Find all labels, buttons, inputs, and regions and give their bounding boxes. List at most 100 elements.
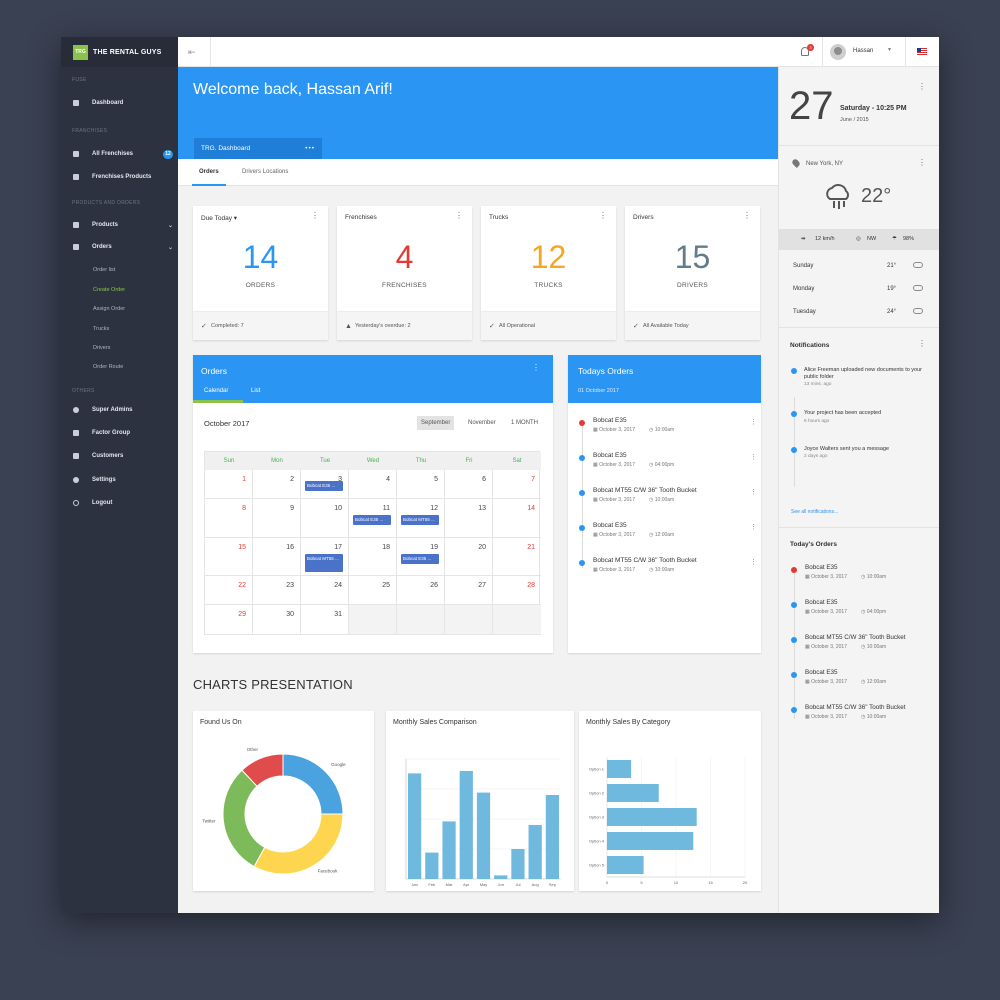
stat-title[interactable]: Due Today ▾ bbox=[201, 215, 238, 222]
next-month-button[interactable]: November bbox=[468, 420, 496, 426]
more-vertical-icon[interactable]: ⋮ bbox=[918, 158, 926, 167]
list-item[interactable]: Bobcat E35 ▦ October 3, 2017 ◷ 12:00am bbox=[790, 669, 939, 703]
calendar-day-cell[interactable]: 28 bbox=[493, 576, 541, 605]
calendar-day-cell[interactable]: 21 bbox=[493, 538, 541, 576]
more-vertical-icon[interactable]: ⋮ bbox=[918, 82, 926, 91]
calendar-day-cell[interactable]: 5 bbox=[397, 470, 445, 499]
see-all-notifications-link[interactable]: See all notifications... bbox=[791, 509, 839, 515]
calendar-day-cell[interactable]: 18 bbox=[349, 538, 397, 576]
bell-icon[interactable] bbox=[801, 47, 809, 56]
tab-orders[interactable]: Orders bbox=[199, 169, 219, 175]
more-vertical-icon[interactable]: ⋮ bbox=[750, 524, 757, 531]
submenu-drivers[interactable]: Drivers bbox=[93, 345, 111, 351]
calendar-day-number: 29 bbox=[238, 611, 246, 618]
calendar-day-cell[interactable]: 10 bbox=[301, 499, 349, 538]
calendar-day-cell[interactable]: 27 bbox=[445, 576, 493, 605]
calendar-day-cell[interactable]: 12 Bobcat MT55 ... bbox=[397, 499, 445, 538]
dashboard-selector[interactable]: TRG. Dashboard ••• bbox=[194, 138, 322, 159]
sidebar-item-all-franchises[interactable]: All Frenchises 12 bbox=[73, 148, 173, 160]
more-icon[interactable]: ••• bbox=[305, 145, 315, 152]
submenu-create-order[interactable]: Create Order bbox=[93, 287, 126, 293]
calendar-day-cell[interactable]: 8 bbox=[205, 499, 253, 538]
calendar-event[interactable]: Bobcat E35 ... bbox=[353, 515, 391, 525]
list-item[interactable]: Bobcat E35 ▦ October 3, 2017 ◷ 10:00am ⋮ bbox=[578, 417, 758, 451]
more-vertical-icon[interactable]: ⋮ bbox=[743, 211, 751, 220]
sidebar-item-super-admins[interactable]: Super Admins bbox=[73, 404, 173, 416]
calendar-event[interactable]: Bobcat E35 ... bbox=[305, 481, 343, 491]
list-item[interactable]: Bobcat E35 ▦ October 3, 2017 ◷ 04:00pm bbox=[790, 599, 939, 633]
calendar-day-cell[interactable]: 6 bbox=[445, 470, 493, 499]
list-item[interactable]: Bobcat MT55 C/W 36" Tooth Bucket ▦ Octobe… bbox=[578, 487, 758, 521]
sidebar-item-dashboard[interactable]: Dashboard bbox=[73, 97, 173, 109]
caret-down-icon[interactable]: ▼ bbox=[887, 47, 892, 53]
calendar-day-cell[interactable] bbox=[493, 605, 541, 635]
submenu-trucks[interactable]: Trucks bbox=[93, 326, 110, 332]
view-range-button[interactable]: 1 MONTH bbox=[511, 420, 538, 426]
more-vertical-icon[interactable]: ⋮ bbox=[599, 211, 607, 220]
sidebar-item-customers[interactable]: Customers bbox=[73, 450, 173, 462]
calendar-day-cell[interactable] bbox=[397, 605, 445, 635]
sidebar-item-franchises-products[interactable]: Frenchises Products bbox=[73, 171, 173, 183]
list-item[interactable]: Bobcat MT55 C/W 36" Tooth Bucket ▦ Octobe… bbox=[578, 557, 758, 591]
calendar-day-cell[interactable]: 22 bbox=[205, 576, 253, 605]
list-item[interactable]: Bobcat E35 ▦ October 3, 2017 ◷ 12:00am ⋮ bbox=[578, 522, 758, 556]
more-vertical-icon[interactable]: ⋮ bbox=[918, 339, 926, 348]
tab-list[interactable]: List bbox=[251, 388, 261, 394]
user-name[interactable]: Hassan bbox=[853, 48, 874, 54]
calendar-day-cell[interactable]: 3 Bobcat E35 ... bbox=[301, 470, 349, 499]
calendar-day-cell[interactable]: 14 bbox=[493, 499, 541, 538]
calendar-day-cell[interactable]: 4 bbox=[349, 470, 397, 499]
prev-month-button[interactable]: September bbox=[417, 416, 455, 430]
calendar-day-cell[interactable]: 16 bbox=[253, 538, 301, 576]
calendar-day-cell[interactable]: 30 bbox=[253, 605, 301, 635]
calendar-day-cell[interactable]: 31 bbox=[301, 605, 349, 635]
list-item[interactable]: Bobcat E35 ▦ October 3, 2017 ◷ 10:00am bbox=[790, 564, 939, 598]
submenu-order-list[interactable]: Order list bbox=[93, 267, 116, 273]
calendar-icon: ▦ bbox=[593, 497, 598, 503]
calendar-day-cell[interactable]: 7 bbox=[493, 470, 541, 499]
calendar-day-cell[interactable]: 15 bbox=[205, 538, 253, 576]
more-vertical-icon[interactable]: ⋮ bbox=[311, 211, 319, 220]
more-vertical-icon[interactable]: ⋮ bbox=[455, 211, 463, 220]
more-vertical-icon[interactable]: ⋮ bbox=[532, 363, 540, 372]
list-item[interactable]: Bobcat MT55 C/W 36" Tooth Bucket ▦ Octobe… bbox=[790, 704, 939, 738]
calendar-day-cell[interactable]: 11 Bobcat E35 ... bbox=[349, 499, 397, 538]
calendar-event[interactable]: Bobcat MT55 ... bbox=[401, 515, 439, 525]
sidebar-item-orders[interactable]: Orders ⌄ bbox=[73, 241, 173, 253]
list-item[interactable]: Bobcat MT55 C/W 36" Tooth Bucket ▦ Octobe… bbox=[790, 634, 939, 668]
sidebar-item-factor-group[interactable]: Factor Group bbox=[73, 427, 173, 439]
sidebar-item-settings[interactable]: Settings bbox=[73, 474, 173, 486]
more-vertical-icon[interactable]: ⋮ bbox=[750, 454, 757, 461]
brand[interactable]: TRG THE RENTAL GUYS bbox=[61, 37, 178, 67]
calendar-day-cell[interactable]: 13 bbox=[445, 499, 493, 538]
calendar-day-cell[interactable]: 29 bbox=[205, 605, 253, 635]
calendar-day-cell[interactable]: 19 Bobcat E35 ... bbox=[397, 538, 445, 576]
clock-icon: ◷ bbox=[860, 714, 866, 720]
submenu-order-route[interactable]: Order Route bbox=[93, 364, 124, 370]
list-item[interactable]: Bobcat E35 ▦ October 3, 2017 ◷ 04:00pm ⋮ bbox=[578, 452, 758, 486]
calendar-day-cell[interactable]: 20 bbox=[445, 538, 493, 576]
calendar-day-cell[interactable]: 2 bbox=[253, 470, 301, 499]
calendar-day-cell[interactable]: 24 bbox=[301, 576, 349, 605]
sidebar-item-logout[interactable]: Logout bbox=[73, 497, 173, 509]
more-vertical-icon[interactable]: ⋮ bbox=[750, 419, 757, 426]
calendar-day-cell[interactable]: 25 bbox=[349, 576, 397, 605]
submenu-assign-order[interactable]: Assign Order bbox=[93, 306, 126, 312]
avatar[interactable] bbox=[830, 44, 846, 60]
calendar-day-cell[interactable]: 17 Bobcat MT55 ... bbox=[301, 538, 349, 576]
calendar-day-cell[interactable]: 9 bbox=[253, 499, 301, 538]
more-vertical-icon[interactable]: ⋮ bbox=[750, 489, 757, 496]
calendar-day-cell[interactable] bbox=[349, 605, 397, 635]
calendar-event[interactable]: Bobcat MT55 ... bbox=[305, 554, 343, 572]
calendar-event[interactable]: Bobcat E35 ... bbox=[401, 554, 439, 564]
calendar-day-cell[interactable]: 26 bbox=[397, 576, 445, 605]
collapse-menu-icon[interactable]: ⇤ bbox=[188, 47, 196, 57]
sidebar-item-products[interactable]: Products ⌄ bbox=[73, 219, 173, 231]
tab-calendar[interactable]: Calendar bbox=[204, 388, 229, 394]
calendar-day-cell[interactable]: 1 bbox=[205, 470, 253, 499]
calendar-day-cell[interactable] bbox=[445, 605, 493, 635]
tab-drivers-locations[interactable]: Drivers Locations bbox=[242, 169, 289, 175]
calendar-day-cell[interactable]: 23 bbox=[253, 576, 301, 605]
language-flag-icon[interactable] bbox=[917, 48, 927, 55]
more-vertical-icon[interactable]: ⋮ bbox=[750, 559, 757, 566]
